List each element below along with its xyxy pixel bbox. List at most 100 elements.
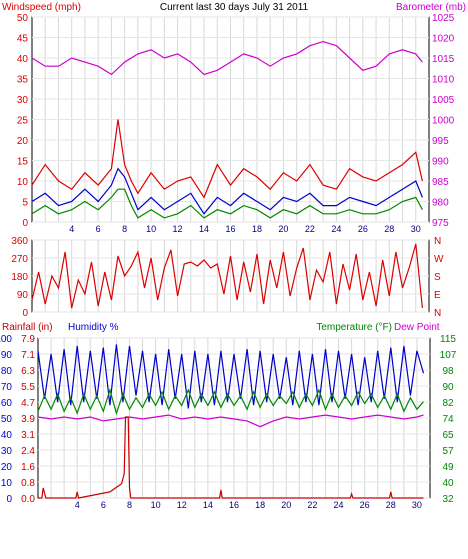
- direction-tick-label: 0: [22, 308, 28, 319]
- day-tick-label: 4: [75, 500, 80, 510]
- day-tick-label: 18: [255, 500, 265, 510]
- day-tick-label: 28: [386, 500, 396, 510]
- windspeed-tick-label: 5: [22, 198, 28, 209]
- day-tick-label: 12: [173, 224, 183, 234]
- humidity-tick-label: 20: [1, 462, 13, 473]
- temperature-tick-label: 65: [442, 430, 454, 441]
- rain-panel-series: [37, 344, 425, 499]
- day-tick-label: 4: [69, 224, 74, 234]
- windspeed-tick-label: 35: [17, 75, 29, 86]
- wind-panel-y2ticks: 975 980 985 990 995 1000 1005 1010 1015 1020 1025: [432, 13, 455, 229]
- direction-tick-label: 360: [11, 236, 28, 247]
- direction-tick-label: 90: [17, 290, 29, 301]
- dewpoint-axis-label: Dew Point: [394, 322, 440, 333]
- direction-panel-series: [31, 243, 423, 309]
- gust-series-line: [31, 119, 423, 199]
- humidity-tick-label: 70: [1, 382, 13, 393]
- compass-label: E: [434, 290, 441, 301]
- compass-label: N: [434, 308, 441, 319]
- avgwind-series-line: [31, 167, 423, 215]
- temperature-tick-label: 98: [442, 366, 454, 377]
- temperature-axis-label: Temperature (°F): [316, 322, 392, 333]
- low-series-line: [31, 188, 423, 219]
- temperature-tick-label: 82: [442, 398, 454, 409]
- rain-tick-label: 6.3: [21, 366, 35, 377]
- day-tick-label: 30: [411, 224, 421, 234]
- wind-panel-grid: [32, 16, 429, 223]
- rain-panel-xticks: 4 6 8 10 12 14 16 18 20 22 24 26 28 30: [75, 500, 422, 510]
- temperature-tick-label: 49: [442, 462, 454, 473]
- humidity-axis-label: Humidity %: [68, 322, 119, 333]
- rain-tick-label: 3.9: [21, 414, 35, 425]
- temperature-tick-label: 90: [442, 382, 454, 393]
- rain-humidity-temperature-panel: 0 10 20 30 40 50 60 70 80 90 100 0.0 0.8 1.6 2.4 3.1 3.…: [0, 334, 457, 510]
- direction-tick-label: 180: [11, 272, 28, 283]
- rain-panel-grid: [38, 337, 430, 499]
- rain-tick-label: 5.5: [21, 382, 35, 393]
- dewpoint-series-line: [37, 414, 424, 428]
- rain-tick-label: 4.7: [21, 398, 35, 409]
- day-tick-label: 14: [199, 224, 209, 234]
- day-tick-label: 26: [360, 500, 370, 510]
- humidity-tick-label: 50: [1, 414, 13, 425]
- humidity-tick-label: 100: [0, 334, 12, 345]
- humidity-series-line: [37, 344, 425, 409]
- day-tick-label: 16: [229, 500, 239, 510]
- humidity-ticks: 0 10 20 30 40 50 60 70 80 90 100: [0, 334, 12, 505]
- windspeed-tick-label: 50: [17, 13, 29, 24]
- barometer-tick-label: 995: [432, 136, 449, 147]
- windspeed-tick-label: 40: [17, 54, 29, 65]
- rain-tick-label: 0.0: [21, 494, 35, 505]
- day-tick-label: 16: [225, 224, 235, 234]
- day-tick-label: 6: [101, 500, 106, 510]
- day-tick-label: 20: [278, 224, 288, 234]
- day-tick-label: 30: [412, 500, 422, 510]
- day-tick-label: 24: [331, 224, 341, 234]
- direction-series-line: [31, 243, 423, 309]
- barometer-axis-label: Barometer (mb): [396, 2, 466, 13]
- compass-label: N: [434, 236, 441, 247]
- windspeed-tick-label: 30: [17, 95, 29, 106]
- day-tick-label: 28: [384, 224, 394, 234]
- rainfall-axis-label: Rainfall (in): [2, 322, 53, 333]
- windspeed-tick-label: 20: [17, 136, 29, 147]
- temperature-series-line: [37, 387, 424, 416]
- humidity-tick-label: 80: [1, 366, 13, 377]
- humidity-tick-label: 40: [1, 430, 13, 441]
- windspeed-axis-label: Windspeed (mph): [2, 2, 81, 13]
- barometer-tick-label: 985: [432, 177, 449, 188]
- direction-panel-yticks: 0 90 180 270 360: [11, 236, 28, 319]
- temperature-tick-label: 40: [442, 478, 454, 489]
- day-tick-label: 10: [151, 500, 161, 510]
- barometer-tick-label: 1000: [432, 116, 455, 127]
- barometer-tick-label: 975: [432, 218, 449, 229]
- wind-panel-xticks: 4 6 8 10 12 14 16 18 20 22 24 26 28 30: [69, 224, 421, 234]
- temperature-tick-label: 107: [440, 350, 457, 361]
- barometer-tick-label: 1025: [432, 13, 455, 24]
- day-tick-label: 18: [252, 224, 262, 234]
- temperature-ticks: 32 40 49 57 65 74 82 90 98 107 115: [440, 334, 457, 505]
- temperature-tick-label: 32: [442, 494, 454, 505]
- windspeed-tick-label: 10: [17, 177, 29, 188]
- rain-tick-label: 1.6: [21, 462, 35, 473]
- humidity-tick-label: 10: [1, 478, 13, 489]
- chart-title: Current last 30 days July 31 2011: [160, 2, 309, 13]
- temperature-tick-label: 57: [442, 446, 454, 457]
- windspeed-tick-label: 15: [17, 157, 29, 168]
- wind-panel-series: [31, 40, 423, 219]
- rain-tick-label: 7.1: [21, 350, 35, 361]
- compass-label: S: [434, 272, 441, 283]
- day-tick-label: 6: [96, 224, 101, 234]
- barometer-tick-label: 1005: [432, 95, 455, 106]
- rain-tick-label: 0.8: [21, 478, 35, 489]
- day-tick-label: 22: [307, 500, 317, 510]
- rain-series-line: [38, 416, 424, 499]
- barometer-tick-label: 1010: [432, 75, 455, 86]
- temperature-tick-label: 74: [442, 414, 454, 425]
- day-tick-label: 12: [177, 500, 187, 510]
- day-tick-label: 26: [358, 224, 368, 234]
